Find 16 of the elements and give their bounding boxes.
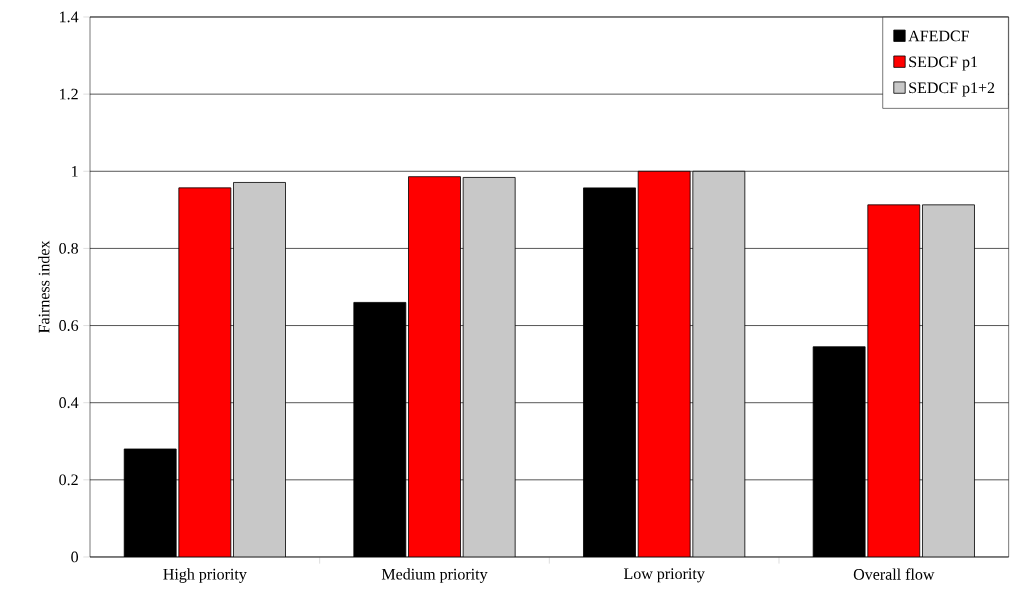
legend-label: SEDCF p1+2 xyxy=(909,82,995,97)
y-tick-label: 1.4 xyxy=(60,11,79,23)
y-tick-label: 0.6 xyxy=(59,320,79,331)
y-tick-label: 0.8 xyxy=(59,242,79,254)
y-tick-label: 1.2 xyxy=(60,88,78,100)
x-tick-label: Low priority xyxy=(623,568,705,583)
legend-label: SEDCF p1 xyxy=(909,56,978,71)
x-tick-label: Overall flow xyxy=(853,568,935,580)
y-axis-title: Fairness index xyxy=(38,240,50,333)
x-tick-label: High priority xyxy=(163,568,247,583)
y-tick-label: 1 xyxy=(72,166,78,177)
legend-label: AFEDCF xyxy=(908,30,970,42)
y-tick-label: 0 xyxy=(71,551,79,563)
y-tick-label: 0.4 xyxy=(59,397,79,409)
y-tick-label: 0.2 xyxy=(59,474,78,486)
x-tick-label: Medium priority xyxy=(381,568,488,583)
